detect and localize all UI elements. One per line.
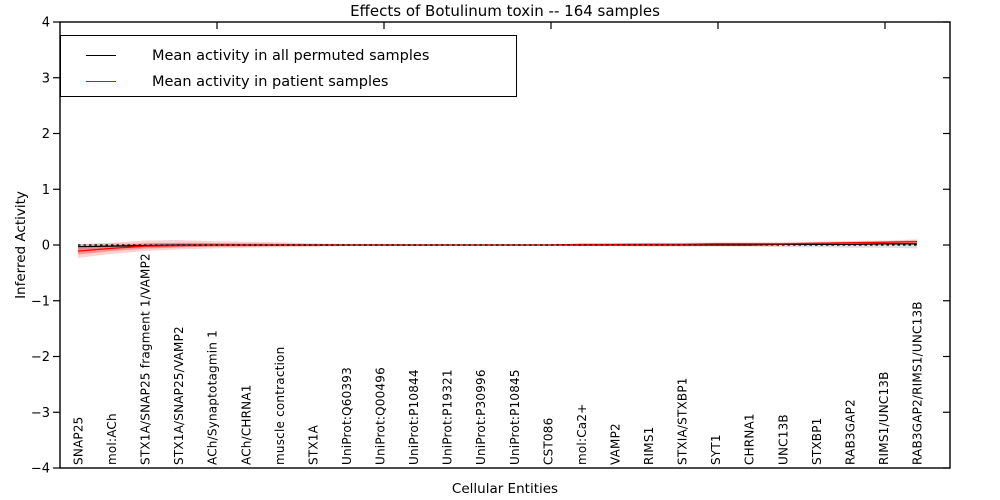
y-tick-label: 0 xyxy=(42,239,50,254)
x-category-label: SYT1 xyxy=(709,434,723,465)
y-tick-label: −2 xyxy=(31,350,50,365)
x-category-label: STX1A/SNAP25/VAMP2 xyxy=(172,326,186,465)
patient-std-band-outer xyxy=(78,239,917,258)
x-category-label: UniProt:Q00496 xyxy=(374,367,388,465)
x-category-label: VAMP2 xyxy=(608,423,622,465)
legend-box: Mean activity in all permuted samples Me… xyxy=(60,35,517,97)
x-category-label: SNAP25 xyxy=(72,416,86,465)
x-category-label: ACh/Synaptotagmin 1 xyxy=(206,330,220,465)
chart-title: Effects of Botulinum toxin -- 164 sample… xyxy=(350,2,660,20)
x-axis-label: Cellular Entities xyxy=(451,481,559,497)
y-tick-label: 1 xyxy=(42,183,50,198)
legend-label: Mean activity in patient samples xyxy=(152,73,389,90)
x-category-label: mol:ACh xyxy=(105,413,119,465)
y-tick-label: −4 xyxy=(31,462,50,477)
y-tick-label: 3 xyxy=(42,71,50,86)
legend-line-sample-red xyxy=(86,81,116,82)
x-category-label: UniProt:P30996 xyxy=(474,369,488,465)
x-category-label: CHRNA1 xyxy=(743,413,757,465)
x-category-label: STX1A/SNAP25 fragment 1/VAMP2 xyxy=(139,253,153,465)
y-axis-label: Inferred Activity xyxy=(13,191,29,299)
x-category-label: UNC13B xyxy=(776,414,790,465)
legend-label: Mean activity in all permuted samples xyxy=(152,47,430,64)
x-category-label: RAB3GAP2 xyxy=(843,399,857,465)
y-tick-label: 2 xyxy=(42,127,50,142)
legend-item-patient: Mean activity in patient samples xyxy=(61,68,388,95)
x-category-label: UniProt:P10845 xyxy=(508,369,522,465)
x-category-label: STX1A xyxy=(306,424,320,465)
legend-item-permuted: Mean activity in all permuted samples xyxy=(61,42,429,69)
x-category-label: muscle contraction xyxy=(273,347,287,465)
x-category-label: RIMS1/UNC13B xyxy=(877,371,891,465)
x-category-label: UniProt:P10844 xyxy=(407,369,421,465)
y-tick-label: 4 xyxy=(42,16,50,31)
x-category-label: RIMS1 xyxy=(642,427,656,465)
x-category-label: UniProt:P19321 xyxy=(441,369,455,465)
legend-line-sample-black xyxy=(86,55,116,56)
x-category-label: mol:Ca2+ xyxy=(575,404,589,465)
x-category-label: UniProt:Q60393 xyxy=(340,367,354,465)
x-category-label: ACh/CHRNA1 xyxy=(239,384,253,465)
x-category-label: CST086 xyxy=(541,418,555,465)
x-category-label: STXBP1 xyxy=(810,418,824,465)
y-tick-label: −1 xyxy=(31,294,50,309)
y-tick-label: −3 xyxy=(31,406,50,421)
x-category-label: RAB3GAP2/RIMS1/UNC13B xyxy=(911,301,925,465)
x-category-label: STXIA/STXBP1 xyxy=(676,377,690,465)
